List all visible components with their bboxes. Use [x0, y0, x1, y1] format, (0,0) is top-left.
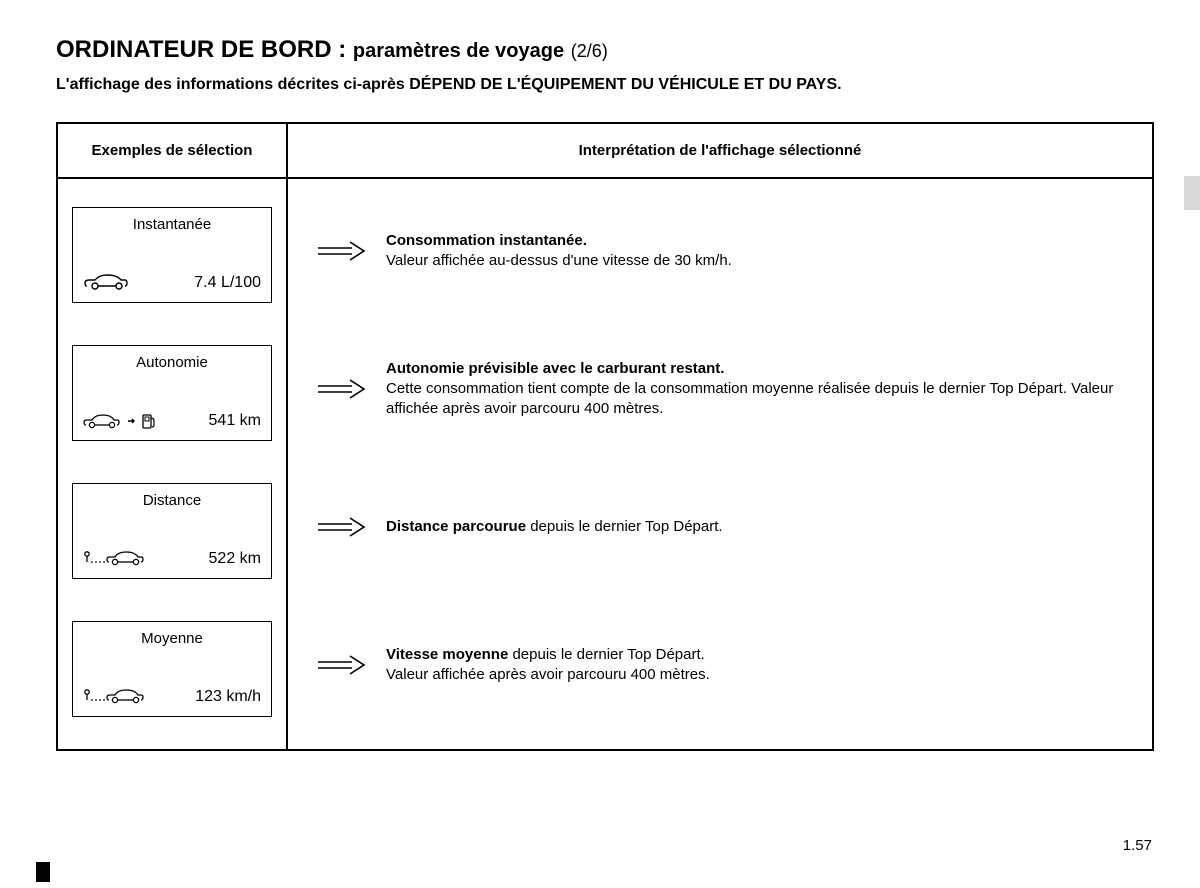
- desc-line2: Cette consommation tient compte de la co…: [386, 380, 1113, 417]
- display-label: Autonomie: [83, 354, 261, 371]
- examples-column: Instantanée 7.4 L/100: [58, 179, 288, 749]
- desc-line2: Valeur affichée au-dessus d'une vitesse …: [386, 252, 732, 269]
- row-description: Vitesse moyenne depuis le dernier Top Dé…: [386, 645, 1144, 686]
- title-page-indicator: (2/6): [571, 41, 608, 61]
- display-value: 541 km: [209, 412, 261, 430]
- row-description: Distance parcourue depuis le dernier Top…: [386, 517, 1144, 537]
- title-sub: paramètres de voyage: [353, 40, 564, 62]
- display-label: Distance: [83, 492, 261, 509]
- desc-line2: Valeur affichée après avoir parcouru 400…: [386, 666, 710, 683]
- desc-bold: Consommation instantanée.: [386, 232, 587, 249]
- column-header-left: Exemples de sélection: [58, 124, 288, 177]
- manual-page: ORDINATEUR DE BORD : paramètres de voyag…: [0, 0, 1200, 888]
- table-body: Instantanée 7.4 L/100: [58, 179, 1152, 749]
- column-header-right: Interprétation de l'affichage sélectionn…: [288, 124, 1152, 177]
- display-value: 7.4 L/100: [194, 274, 261, 292]
- arrow-icon: [296, 378, 386, 400]
- row-description: Autonomie prévisible avec le carburant r…: [386, 359, 1144, 420]
- table-row: Vitesse moyenne depuis le dernier Top Dé…: [296, 617, 1144, 713]
- page-title: ORDINATEUR DE BORD : paramètres de voyag…: [56, 36, 1154, 64]
- table-header: Exemples de sélection Interprétation de …: [58, 124, 1152, 179]
- desc-bold: Distance parcourue: [386, 518, 526, 535]
- table-row: Consommation instantanée. Valeur affiché…: [296, 203, 1144, 299]
- footer-mark: [36, 862, 50, 882]
- desc-after: depuis le dernier Top Départ.: [508, 646, 705, 663]
- page-subtitle: L'affichage des informations décrites ci…: [56, 76, 1154, 94]
- arrow-icon: [296, 654, 386, 676]
- page-number: 1.57: [1123, 837, 1152, 854]
- arrow-icon: [296, 516, 386, 538]
- pin-trail-car-icon: [83, 686, 145, 706]
- desc-bold: Vitesse moyenne: [386, 646, 508, 663]
- car-to-pump-icon: [83, 412, 155, 430]
- table-row: Distance parcourue depuis le dernier Top…: [296, 479, 1144, 575]
- row-description: Consommation instantanée. Valeur affiché…: [386, 231, 1144, 272]
- desc-bold: Autonomie prévisible avec le carburant r…: [386, 360, 724, 377]
- display-value: 522 km: [209, 550, 261, 568]
- table-row: Autonomie prévisible avec le carburant r…: [296, 341, 1144, 437]
- title-main: ORDINATEUR DE BORD :: [56, 36, 346, 63]
- display-average: Moyenne: [72, 621, 272, 717]
- parameters-table: Exemples de sélection Interprétation de …: [56, 122, 1154, 751]
- display-value: 123 km/h: [195, 688, 261, 706]
- display-instant: Instantanée 7.4 L/100: [72, 207, 272, 303]
- side-tab: [1184, 176, 1200, 210]
- desc-after: depuis le dernier Top Départ.: [526, 518, 723, 535]
- pin-trail-car-icon: [83, 548, 145, 568]
- display-label: Instantanée: [83, 216, 261, 233]
- interpretation-column: Consommation instantanée. Valeur affiché…: [288, 179, 1152, 749]
- display-label: Moyenne: [83, 630, 261, 647]
- display-autonomy: Autonomie: [72, 345, 272, 441]
- display-distance: Distance: [72, 483, 272, 579]
- car-icon: [83, 272, 129, 292]
- arrow-icon: [296, 240, 386, 262]
